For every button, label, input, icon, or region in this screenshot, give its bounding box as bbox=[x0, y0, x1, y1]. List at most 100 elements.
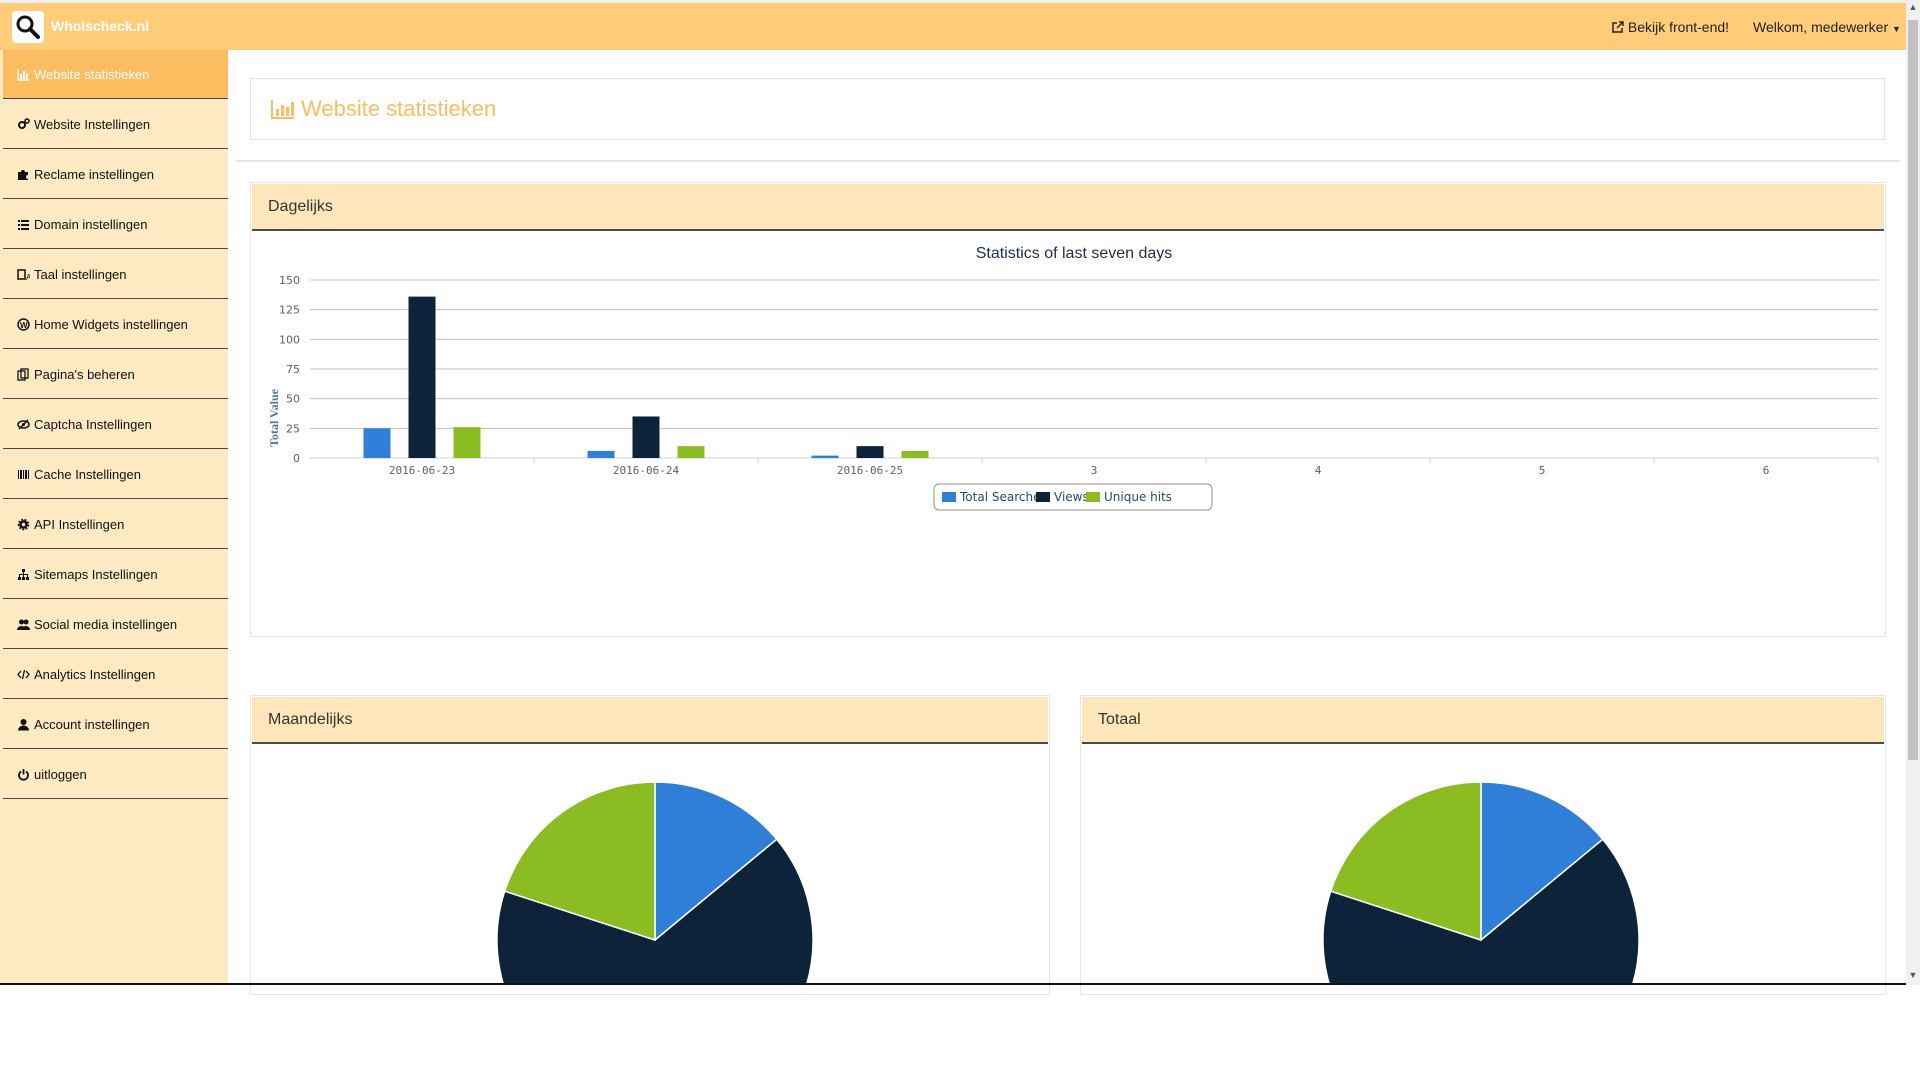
sidebar-item-analytics-instellingen[interactable]: Analytics Instellingen bbox=[3, 650, 228, 699]
sidebar-item-label: Sitemaps Instellingen bbox=[34, 566, 158, 582]
legend-item: Views bbox=[1054, 490, 1089, 504]
x-tick-label: 4 bbox=[1315, 464, 1322, 477]
total-panel-heading: Totaal bbox=[1082, 697, 1884, 744]
sidebar-item-website-instellingen[interactable]: Website Instellingen bbox=[3, 100, 228, 149]
view-frontend-label: Bekijk front-end! bbox=[1627, 19, 1730, 35]
monthly-pie-chart bbox=[496, 781, 814, 985]
wordpress-icon: W bbox=[17, 317, 30, 331]
bar-chart-icon bbox=[271, 100, 294, 119]
divider bbox=[236, 160, 1900, 162]
sidebar-item-uitloggen[interactable]: uitloggen bbox=[3, 750, 228, 799]
sidebar-item-label: API Instellingen bbox=[34, 516, 125, 532]
daily-bar-chart: Statistics of last seven days 0 25 50 75 100… bbox=[267, 245, 1879, 511]
barcode-icon bbox=[18, 469, 29, 479]
y-tick-label: 75 bbox=[286, 363, 300, 376]
sidebar-item-label: Social media instellingen bbox=[34, 616, 178, 632]
sidebar-item-label: uitloggen bbox=[34, 766, 87, 782]
sidebar-item-label: Website statistieken bbox=[34, 66, 150, 82]
bar-chart-icon bbox=[17, 68, 29, 81]
external-link-icon bbox=[1612, 21, 1624, 33]
page-header: Website statistieken bbox=[250, 78, 1885, 140]
bar-unique-hits bbox=[453, 427, 481, 458]
x-tick-label: 5 bbox=[1539, 464, 1546, 477]
sidebar-item-home-widgets-instellingen[interactable]: W Home Widgets instellingen bbox=[3, 300, 228, 349]
scrollbar-thumb[interactable] bbox=[1908, 20, 1918, 760]
users-icon bbox=[17, 619, 30, 630]
bar-total-searches bbox=[587, 450, 615, 458]
sidebar-item-captcha-instellingen[interactable]: Captcha Instellingen bbox=[3, 400, 228, 449]
y-axis-label: Total Value bbox=[267, 388, 281, 447]
bar-total-searches bbox=[363, 428, 391, 458]
sidebar-item-label: Captcha Instellingen bbox=[34, 416, 152, 432]
search-logo-icon[interactable] bbox=[12, 11, 44, 43]
sidebar-item-api-instellingen[interactable]: API Instellingen bbox=[3, 500, 228, 549]
window-bottom-border bbox=[0, 983, 1920, 985]
user-icon bbox=[18, 718, 29, 730]
pie-slice-total-searches bbox=[1480, 781, 1604, 942]
scroll-down-icon[interactable]: ▼ bbox=[1908, 970, 1918, 980]
power-icon bbox=[18, 768, 29, 781]
y-tick-label: 0 bbox=[293, 452, 300, 465]
caret-down-icon: ▼ bbox=[1892, 24, 1901, 34]
sidebar-item-label: Pagina's beheren bbox=[34, 366, 135, 382]
brand-name[interactable]: Whoischeck.nl bbox=[51, 18, 150, 34]
sidebar-item-label: Analytics Instellingen bbox=[34, 666, 156, 682]
sidebar-item-label: Account instellingen bbox=[34, 716, 150, 732]
sidebar-item-sitemaps-instellingen[interactable]: Sitemaps Instellingen bbox=[3, 550, 228, 599]
sidebar-item-account-instellingen[interactable]: Account instellingen bbox=[3, 700, 228, 749]
sidebar-item-taal-instellingen[interactable]: A Taal instellingen bbox=[3, 250, 228, 299]
sidebar-item-label: Website Instellingen bbox=[34, 116, 151, 132]
sidebar-item-domain-instellingen[interactable]: Domain instellingen bbox=[3, 200, 228, 249]
y-tick-label: 150 bbox=[279, 274, 300, 287]
sidebar-item-reclame-instellingen[interactable]: Reclame instellingen bbox=[3, 150, 228, 199]
x-tick-label: 2016-06-23 bbox=[389, 464, 455, 477]
legend-swatch bbox=[1036, 492, 1050, 502]
language-icon: A bbox=[17, 268, 30, 281]
chart-title: Statistics of last seven days bbox=[976, 245, 1173, 262]
legend-swatch bbox=[1086, 492, 1100, 502]
pie-slice-views bbox=[496, 838, 814, 985]
daily-panel bbox=[250, 182, 1886, 637]
x-tick-label: 2016-06-24 bbox=[613, 464, 680, 477]
total-panel bbox=[1080, 695, 1886, 995]
pie-slice-unique-hits bbox=[503, 781, 656, 942]
x-tick-label: 6 bbox=[1763, 464, 1770, 477]
user-menu-dropdown[interactable]: Welkom, medewerker ▼ bbox=[1753, 19, 1901, 35]
sidebar-item-label: Reclame instellingen bbox=[34, 166, 154, 182]
page-title: Website statistieken bbox=[301, 96, 497, 121]
gears-icon bbox=[18, 117, 30, 129]
total-pie-chart bbox=[1322, 781, 1640, 985]
bar-views bbox=[408, 296, 436, 458]
x-tick-label: 2016-06-25 bbox=[837, 464, 903, 477]
puzzle-icon bbox=[18, 169, 28, 180]
y-tick-label: 25 bbox=[286, 422, 300, 435]
bar-unique-hits bbox=[677, 446, 705, 458]
sidebar-item-label: Taal instellingen bbox=[34, 266, 127, 282]
view-frontend-link[interactable]: Bekijk front-end! bbox=[1612, 19, 1729, 35]
scroll-up-icon[interactable]: ▲ bbox=[1908, 2, 1918, 12]
sidebar-item-pagina-s-beheren[interactable]: Pagina's beheren bbox=[3, 350, 228, 399]
sidebar-item-cache-instellingen[interactable]: Cache Instellingen bbox=[3, 450, 228, 499]
sidebar-item-website-statistieken[interactable]: Website statistieken bbox=[3, 50, 228, 99]
top-navbar: Whoischeck.nl Bekijk front-end! Welkom, … bbox=[0, 0, 1906, 50]
monthly-panel-heading: Maandelijks bbox=[252, 697, 1048, 744]
bar-total-searches bbox=[811, 455, 839, 458]
bar-views bbox=[856, 446, 884, 458]
list-icon bbox=[18, 219, 29, 230]
x-tick-label: 3 bbox=[1091, 464, 1098, 477]
code-icon bbox=[17, 669, 30, 679]
pie-slice-total-searches bbox=[654, 781, 778, 942]
bar-unique-hits bbox=[901, 450, 929, 458]
sidebar bbox=[0, 50, 228, 985]
svg-text:W: W bbox=[20, 321, 28, 330]
gear-icon bbox=[17, 518, 30, 530]
legend-swatch bbox=[942, 492, 956, 502]
y-tick-label: 50 bbox=[286, 393, 300, 406]
pie-slice-views bbox=[1322, 838, 1640, 985]
welcome-label: Welkom, medewerker bbox=[1753, 19, 1889, 35]
chart-legend: Total Searches Views Unique hits bbox=[933, 483, 1213, 511]
y-tick-label: 125 bbox=[279, 304, 300, 317]
pie-slice-unique-hits bbox=[1329, 781, 1482, 942]
sidebar-item-social-media-instellingen[interactable]: Social media instellingen bbox=[3, 600, 228, 649]
sidebar-item-label: Cache Instellingen bbox=[34, 466, 141, 482]
